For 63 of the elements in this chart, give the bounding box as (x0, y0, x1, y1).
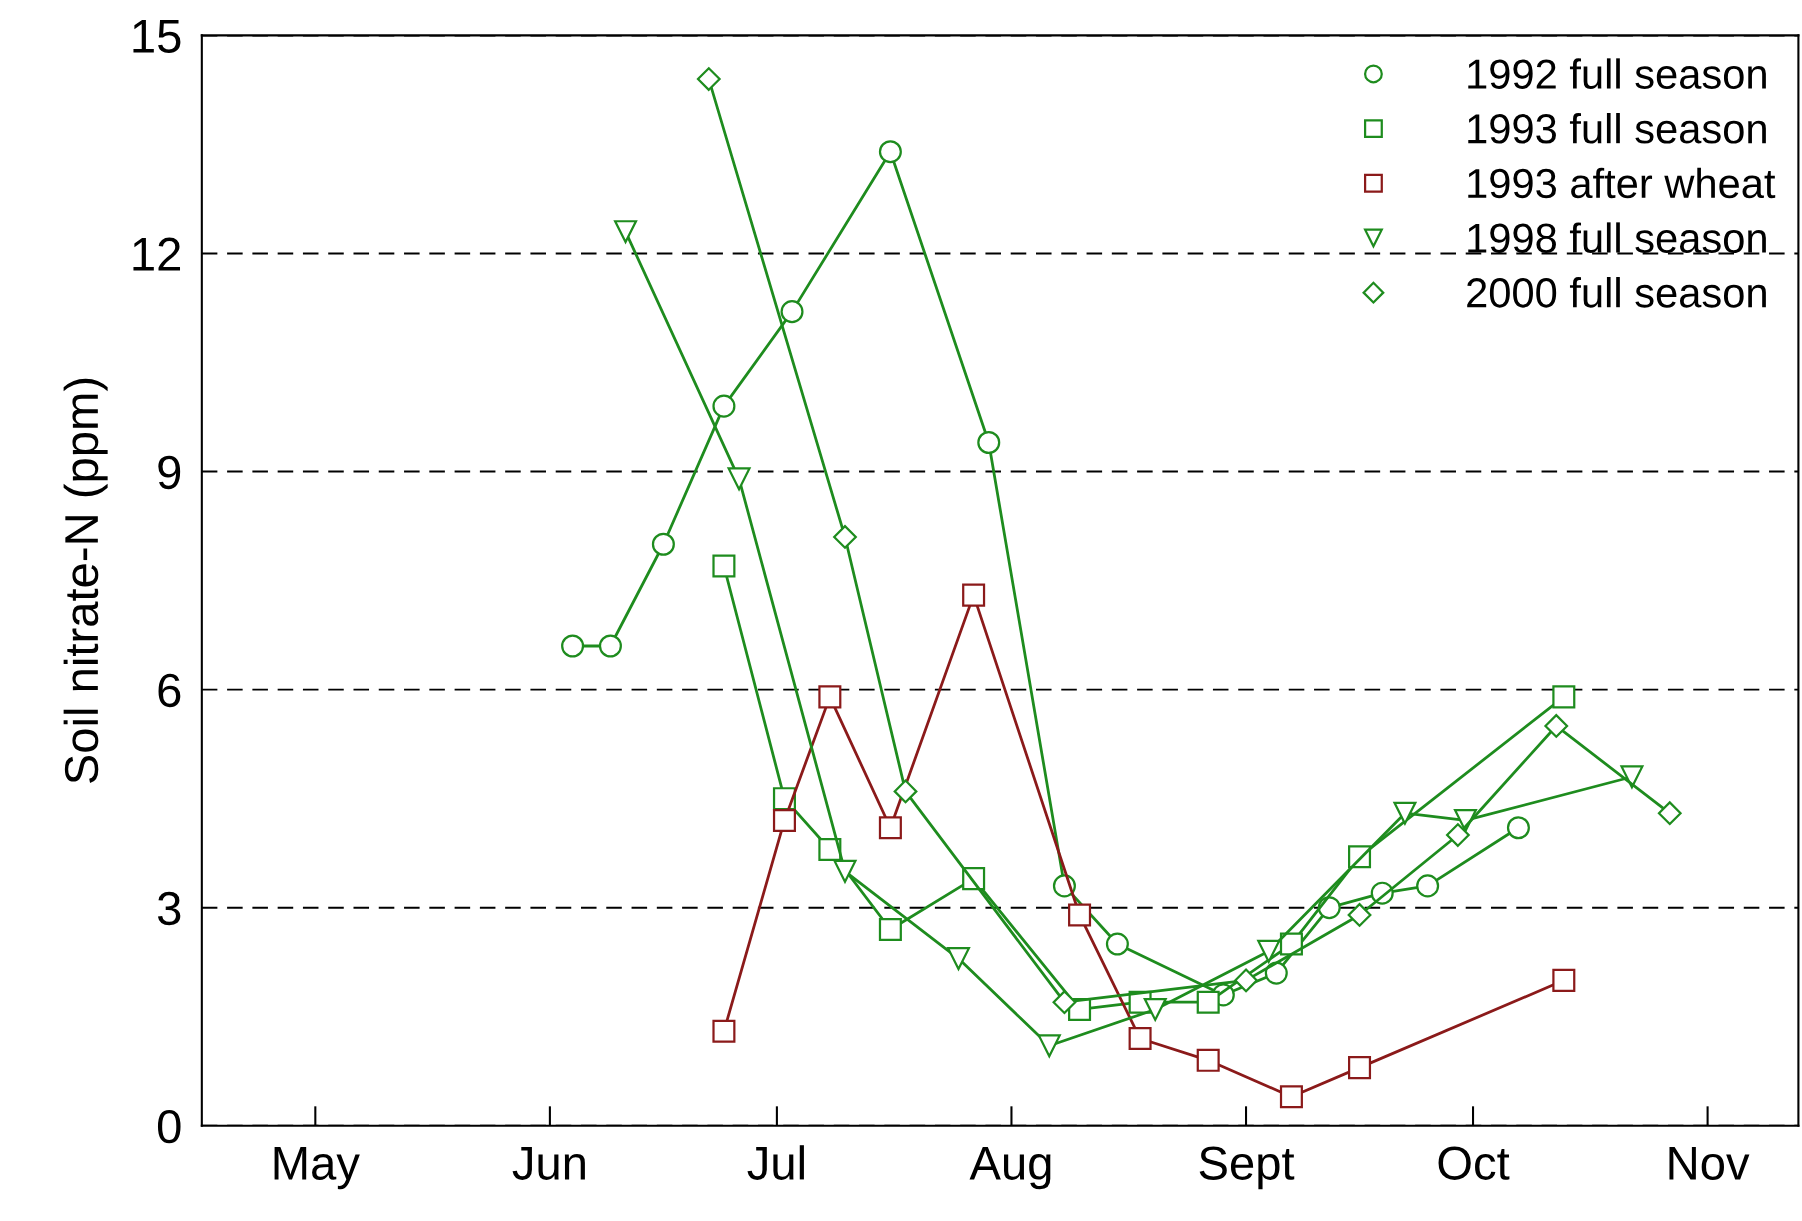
x-tick-label: Oct (1438, 1146, 1510, 1180)
y-tick-label: 0 (157, 1109, 181, 1144)
point (598, 634, 622, 658)
point (1348, 1056, 1372, 1080)
point (1544, 714, 1569, 738)
x-tick-label: Jun (512, 1146, 585, 1180)
point (1196, 990, 1220, 1014)
point (1552, 968, 1576, 992)
point (1264, 961, 1288, 985)
point (1052, 990, 1077, 1015)
point (561, 634, 585, 658)
point (727, 467, 751, 491)
point (1552, 685, 1576, 709)
point (1143, 997, 1167, 1021)
point (962, 583, 986, 607)
point (696, 67, 721, 91)
point (1279, 1085, 1303, 1109)
point (878, 140, 902, 164)
y-tick-label: 12 (133, 237, 181, 271)
point (1620, 765, 1644, 789)
point (1257, 939, 1281, 963)
x-tick-label: Aug (969, 1146, 1051, 1190)
x-tick-label: Nov (1669, 1146, 1750, 1180)
point (614, 220, 638, 244)
point (977, 430, 1001, 454)
y-tick-label: 3 (157, 891, 181, 926)
point (946, 947, 971, 971)
x-tick-label: May (274, 1146, 360, 1190)
point (833, 525, 857, 549)
point (878, 816, 902, 840)
y-axis-title: Soil nitrate-N (ppm) (63, 378, 108, 784)
y-tick-label: 6 (158, 673, 181, 708)
x-tick-label: Sept (1199, 1146, 1295, 1190)
point (1416, 874, 1440, 898)
point (833, 859, 857, 883)
legend-label: 1993 after wheat (1468, 167, 1776, 199)
point (712, 394, 736, 418)
legend-label: 1992 full season (1468, 58, 1766, 89)
point (1445, 823, 1470, 847)
y-tick-label: 9 (158, 455, 181, 490)
point (712, 1019, 736, 1043)
point (1506, 816, 1530, 840)
x-tick-label: Jul (747, 1145, 804, 1180)
point (712, 554, 736, 578)
point (1037, 1034, 1061, 1058)
legend-label: 2000 full season (1467, 277, 1766, 308)
legend-label: 1998 full season (1468, 222, 1766, 253)
point (1347, 903, 1372, 927)
point (780, 300, 804, 324)
point (1068, 903, 1092, 927)
point (893, 779, 918, 804)
y-tick-label: 15 (133, 20, 181, 53)
point (772, 808, 796, 832)
point (1105, 932, 1129, 956)
point (878, 917, 902, 942)
point (1196, 1048, 1220, 1072)
point (651, 532, 675, 556)
legend-label: 1993 full season (1468, 113, 1766, 144)
point (1128, 1027, 1152, 1051)
point (1393, 801, 1417, 825)
point (1657, 801, 1682, 826)
point (818, 685, 842, 709)
point (1234, 968, 1258, 993)
